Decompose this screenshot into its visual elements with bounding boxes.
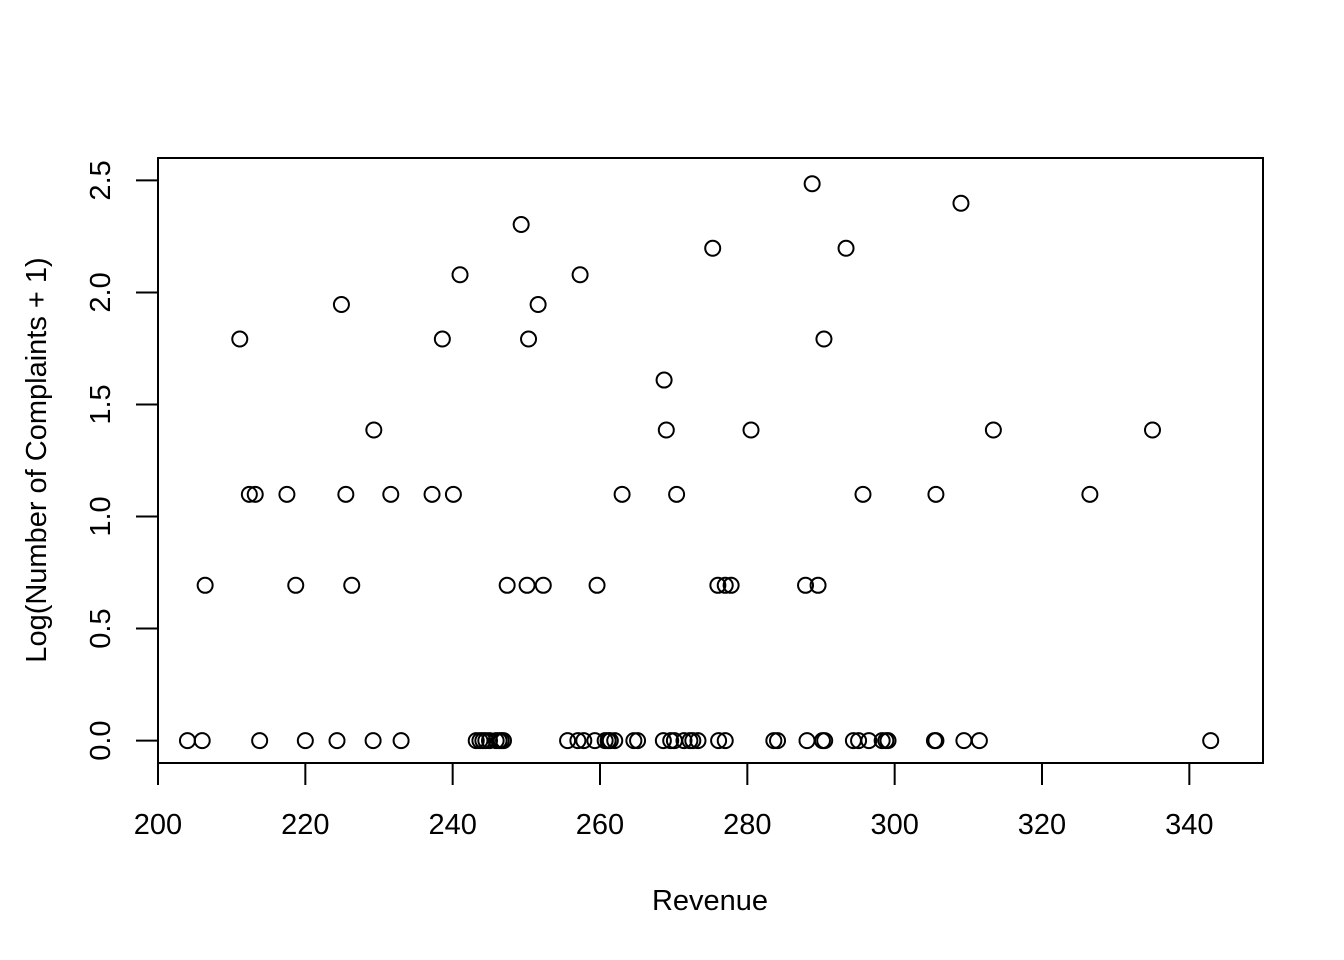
data-point	[343, 576, 361, 594]
data-point	[798, 732, 816, 750]
x-tick-label: 200	[134, 809, 182, 841]
data-point	[423, 485, 441, 503]
data-point	[716, 732, 734, 750]
y-tick-label: 1.5	[85, 384, 117, 424]
data-point	[850, 732, 868, 750]
y-tick-label: 0.0	[85, 720, 117, 760]
data-point	[494, 732, 512, 750]
data-point	[571, 266, 589, 284]
data-point	[296, 732, 314, 750]
data-point	[529, 296, 547, 314]
data-point	[927, 732, 945, 750]
data-point	[588, 576, 606, 594]
data-point	[716, 576, 734, 594]
data-point	[668, 485, 686, 503]
data-point	[364, 732, 382, 750]
data-point	[952, 194, 970, 212]
data-point	[809, 576, 827, 594]
data-point	[797, 576, 815, 594]
data-point	[392, 732, 410, 750]
data-point	[606, 732, 624, 750]
x-axis: 200 220 240 260 280 300 320 340	[134, 762, 1214, 841]
data-point	[332, 296, 350, 314]
data-point	[559, 732, 577, 750]
data-point	[231, 330, 249, 348]
data-point	[765, 732, 783, 750]
data-point	[1202, 732, 1220, 750]
data-point	[629, 732, 647, 750]
data-point	[534, 576, 552, 594]
data-point	[520, 330, 538, 348]
data-point	[654, 732, 672, 750]
data-point	[769, 732, 787, 750]
data-point	[512, 216, 530, 234]
data-point	[625, 732, 643, 750]
data-point	[444, 485, 462, 503]
data-point	[860, 732, 878, 750]
data-point	[704, 239, 722, 257]
data-point	[433, 330, 451, 348]
data-point	[1144, 421, 1161, 439]
x-tick-label: 260	[576, 809, 624, 841]
data-point	[675, 732, 693, 750]
data-point	[240, 485, 258, 503]
data-point	[365, 421, 383, 439]
data-point	[689, 732, 707, 750]
data-point	[196, 576, 214, 594]
data-point	[251, 732, 269, 750]
data-point	[815, 330, 833, 348]
data-point	[655, 371, 673, 389]
data-point	[481, 732, 498, 750]
data-point	[193, 732, 211, 750]
plot-frame	[157, 157, 1264, 764]
data-point	[984, 421, 1002, 439]
data-point	[569, 732, 587, 750]
x-tick-label: 240	[428, 809, 476, 841]
data-point	[337, 485, 355, 503]
data-point	[246, 485, 264, 503]
data-point	[710, 732, 728, 750]
data-point	[328, 732, 346, 750]
data-point	[1081, 485, 1099, 503]
data-point	[613, 485, 631, 503]
data-point	[518, 576, 536, 594]
data-point	[970, 732, 988, 750]
data-point	[684, 732, 702, 750]
data-point	[498, 576, 516, 594]
data-point	[803, 175, 821, 193]
data-point	[816, 732, 834, 750]
y-axis-title: Log(Number of Complaints + 1)	[21, 257, 53, 662]
x-axis-title: Revenue	[652, 885, 768, 917]
x-tick-label: 320	[1018, 809, 1066, 841]
data-points	[178, 175, 1220, 750]
x-tick-label: 340	[1165, 809, 1213, 841]
data-point	[287, 576, 305, 594]
data-point	[178, 732, 196, 750]
data-point	[837, 239, 855, 257]
data-point	[575, 732, 593, 750]
data-point	[278, 485, 296, 503]
data-point	[722, 576, 740, 594]
data-point	[601, 732, 619, 750]
data-point	[879, 732, 897, 750]
x-tick-label: 300	[870, 809, 918, 841]
data-point	[451, 266, 469, 284]
x-tick-label: 280	[723, 809, 771, 841]
y-tick-label: 2.5	[85, 160, 117, 200]
data-point	[382, 485, 400, 503]
data-point	[657, 421, 675, 439]
y-tick-label: 0.5	[85, 608, 117, 648]
data-point	[927, 485, 945, 503]
x-tick-label: 220	[281, 809, 329, 841]
data-point	[854, 485, 872, 503]
data-point	[742, 421, 760, 439]
y-axis: 0.0 0.5 1.0 1.5 2.0 2.5	[85, 160, 159, 761]
data-point	[955, 732, 973, 750]
y-tick-label: 2.0	[85, 272, 117, 312]
y-tick-label: 1.0	[85, 496, 117, 536]
data-point	[709, 576, 727, 594]
